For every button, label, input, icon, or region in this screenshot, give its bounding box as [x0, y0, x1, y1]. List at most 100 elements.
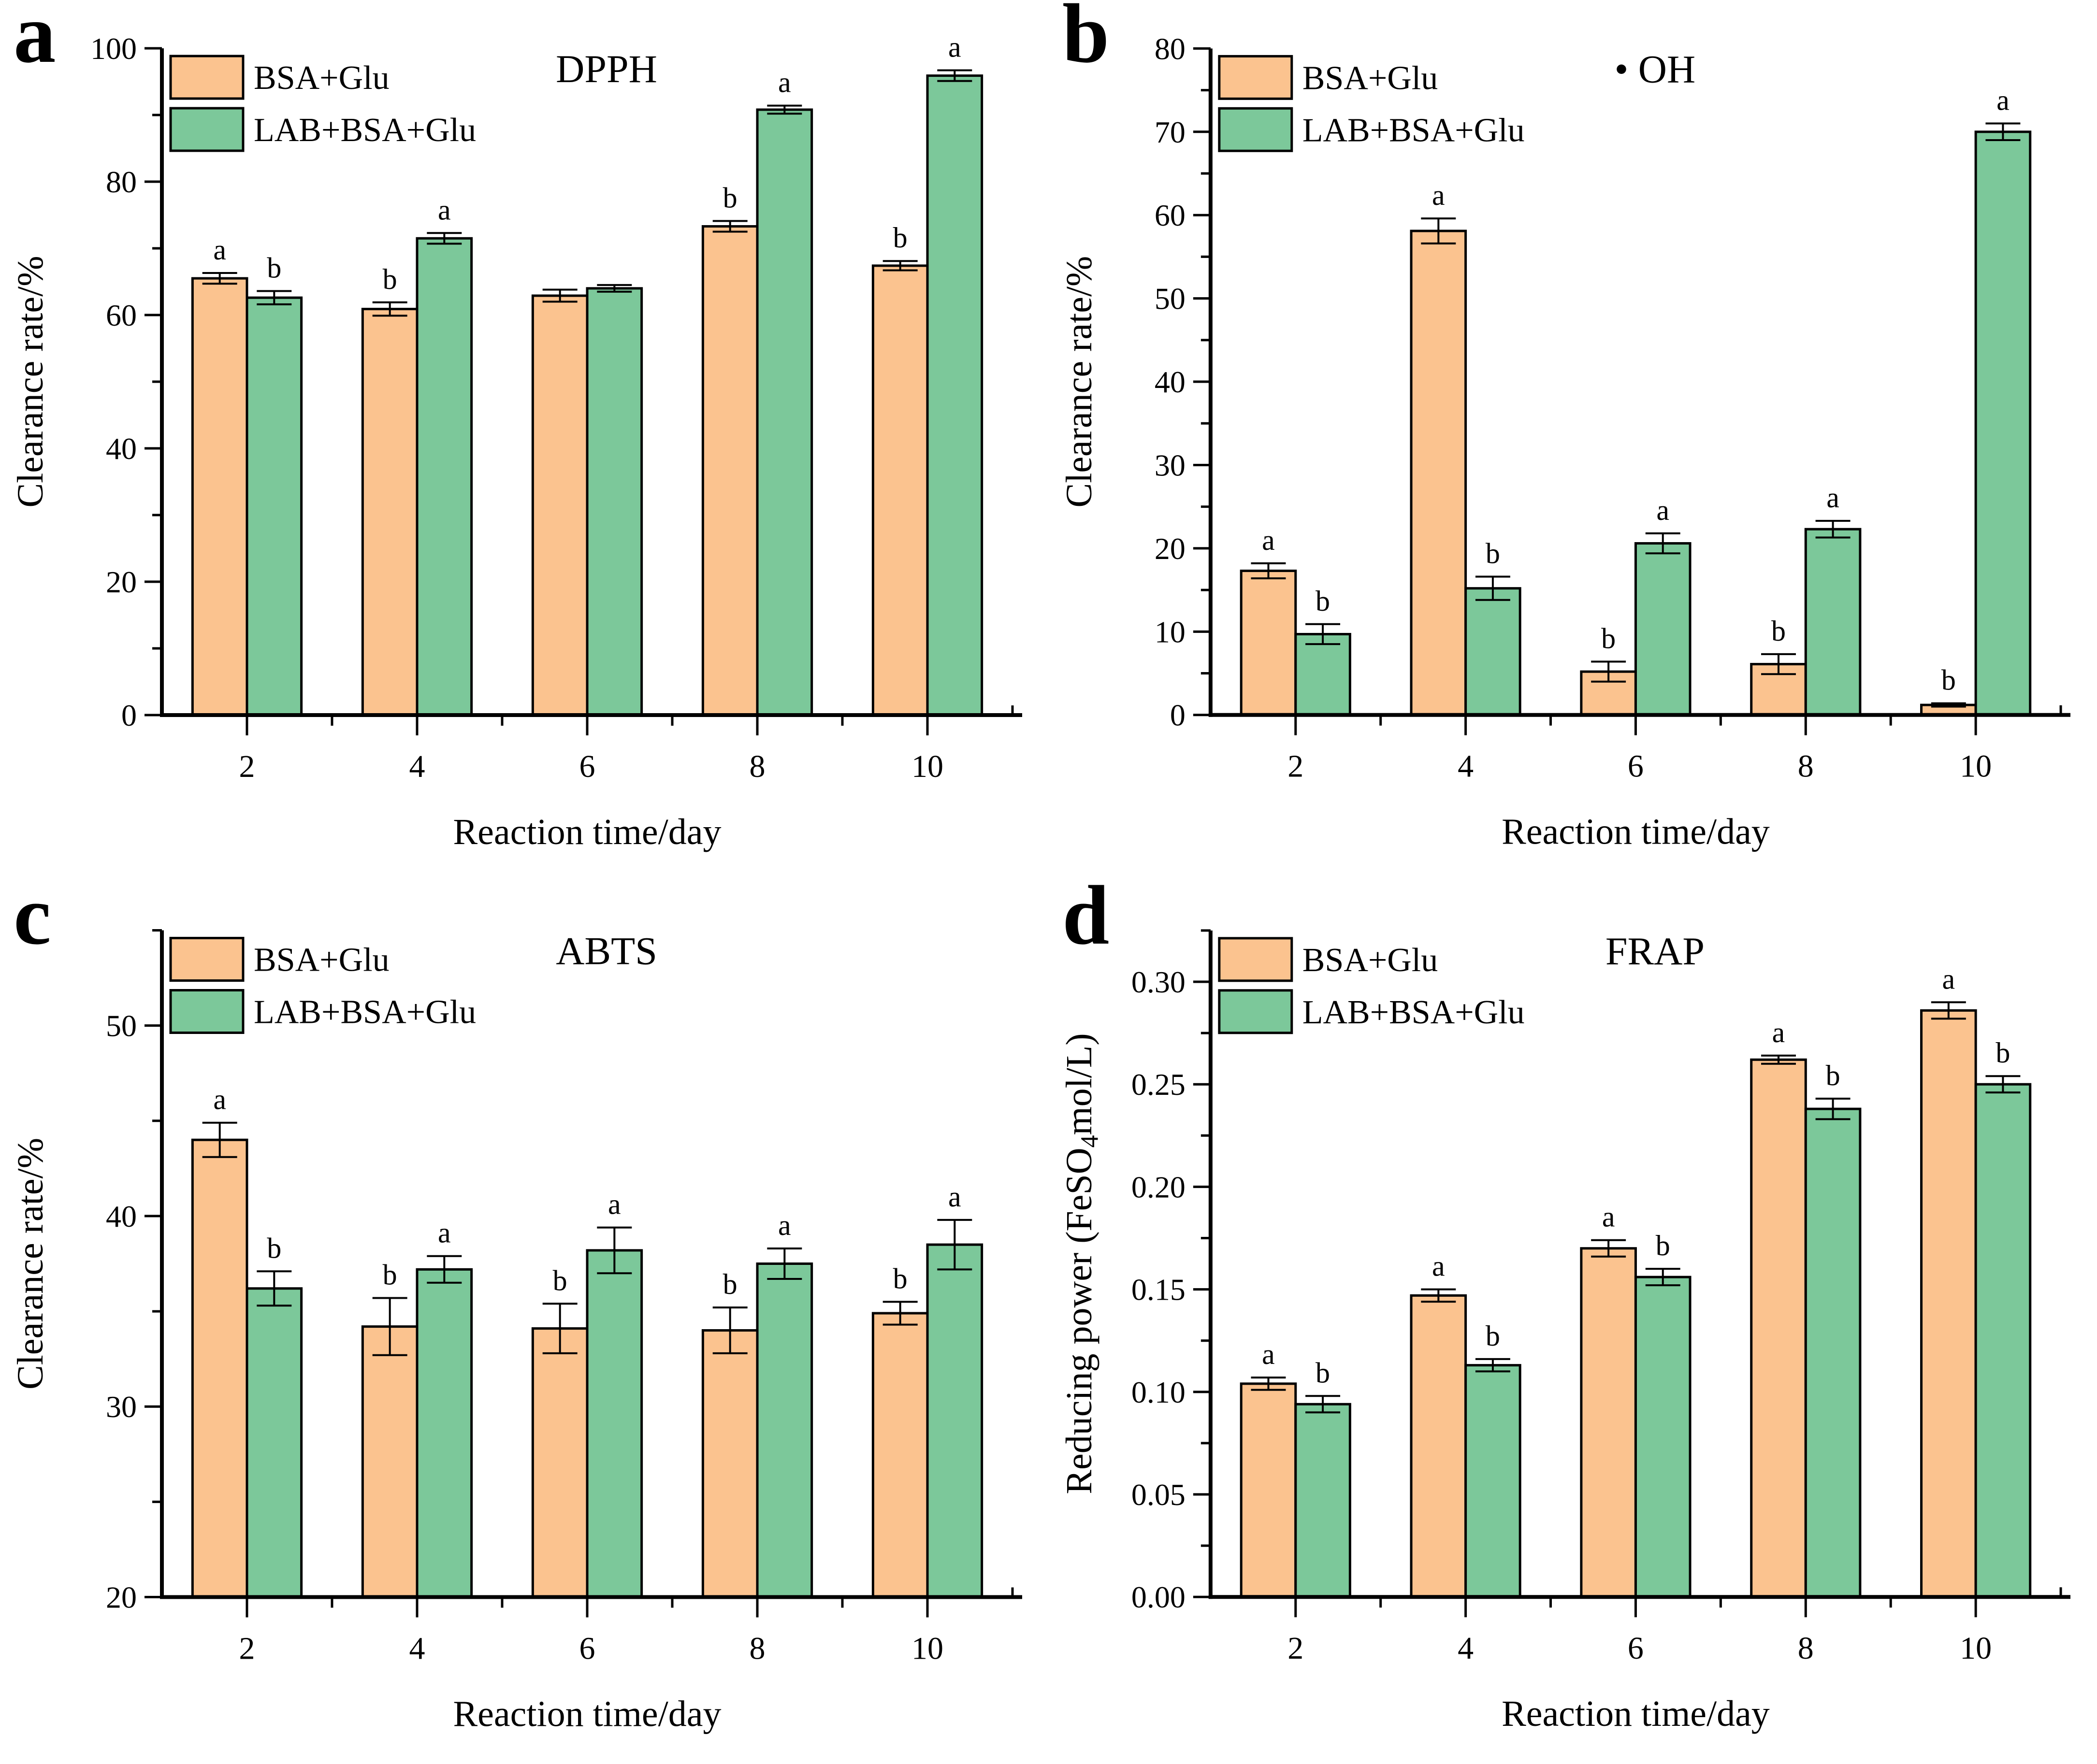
y-tick-label: 40 [106, 431, 137, 466]
bar-lab-bsa-glu [926, 74, 983, 717]
panel-letter-d: d [1062, 868, 1110, 962]
y-tick-label: 40 [1155, 365, 1186, 399]
y-tick-label: 20 [106, 565, 137, 599]
chart-title: • OH [1615, 47, 1696, 91]
legend-swatch-lab-bsa-glu [1218, 107, 1293, 152]
legend-label: LAB+BSA+Glu [1302, 112, 1525, 149]
y-tick-label: 80 [1155, 31, 1186, 66]
bar-bsa-glu [1920, 1009, 1977, 1598]
x-tick-label: 2 [239, 749, 255, 784]
y-tick-label: 50 [1155, 282, 1186, 316]
significance-letter: a [608, 1189, 621, 1220]
bar-lab-bsa-glu [1634, 1276, 1692, 1598]
y-tick-label: 0.20 [1131, 1170, 1186, 1204]
bar-lab-bsa-glu [1294, 632, 1351, 717]
bar-bsa-glu [1410, 1294, 1467, 1598]
bar-lab-bsa-glu [1974, 130, 2032, 717]
x-tick-label: 2 [1287, 1631, 1303, 1666]
legend-swatch-bsa-glu [1218, 55, 1293, 100]
x-tick-label: 10 [911, 1631, 943, 1666]
significance-letter: b [1771, 615, 1786, 647]
significance-letter: b [553, 1264, 567, 1296]
panel-letter-b: b [1062, 0, 1110, 80]
significance-letter: b [1941, 664, 1956, 696]
significance-letter: a [1432, 1250, 1445, 1282]
significance-letter: a [438, 1217, 451, 1249]
y-tick-label: 40 [106, 1199, 137, 1233]
bar-bsa-glu [361, 1325, 419, 1598]
bar-lab-bsa-glu [416, 1268, 473, 1598]
significance-letter: a [778, 67, 791, 99]
y-tick-label: 80 [106, 165, 137, 199]
legend-swatch-lab-bsa-glu [1218, 989, 1293, 1034]
bar-lab-bsa-glu [246, 296, 303, 717]
significance-letter: a [1432, 179, 1445, 211]
significance-letter: b [1486, 538, 1500, 570]
significance-letter: b [383, 263, 397, 295]
legend-swatch-bsa-glu [1218, 937, 1293, 982]
x-tick-label: 10 [1960, 1631, 1992, 1666]
bar-bsa-glu [701, 225, 759, 717]
chart-abts: 20 30 40 50 2 4 6 8 10 a b b b b b a a a a BSA+Glu LAB+BSA+G… [10, 929, 1022, 1735]
legend-label: BSA+Glu [1302, 942, 1438, 979]
significance-letter: b [267, 252, 281, 284]
significance-letter: a [1942, 963, 1955, 995]
significance-letter: a [1772, 1017, 1785, 1048]
significance-letter: b [1656, 1230, 1670, 1262]
bar-bsa-glu [701, 1329, 759, 1598]
x-tick-label: 2 [1287, 749, 1303, 784]
x-axis-label: Reaction time/day [1502, 1693, 1770, 1734]
bar-bsa-glu [531, 1327, 589, 1598]
bar-bsa-glu [191, 1138, 248, 1598]
significance-letter: b [893, 222, 908, 254]
significance-letter: b [723, 1268, 738, 1300]
y-tick-label: 0.00 [1131, 1580, 1186, 1614]
significance-letter: a [948, 31, 961, 63]
x-tick-label: 10 [911, 749, 943, 784]
x-tick-label: 8 [750, 1631, 766, 1666]
bar-lab-bsa-glu [756, 1262, 813, 1598]
significance-letter: b [1826, 1060, 1840, 1091]
chart-oh: 0 10 20 30 40 50 60 70 80 2 4 6 8 10 a a b b b b b a a a BSA+Glu… [1059, 31, 2071, 852]
chart-title: FRAP [1605, 929, 1705, 973]
significance-letter: a [1262, 524, 1275, 556]
y-tick-label: 20 [1155, 531, 1186, 566]
panel-b: b 0 10 20 30 40 50 60 70 80 2 4 6 8 10 a a b b b b b a a a BSA+G… [1049, 0, 2097, 882]
bar-bsa-glu [871, 1312, 929, 1598]
y-tick-label: 0 [121, 698, 137, 732]
x-tick-label: 6 [1628, 1631, 1644, 1666]
x-tick-label: 8 [1798, 749, 1814, 784]
panel-letter-a: a [14, 0, 56, 80]
y-axis-label: Clearance rate/% [10, 1138, 51, 1390]
panel-a: a 0 20 40 60 80 100 2 4 6 8 10 a b b b b a a a BSA+Glu LAB+B… [0, 0, 1049, 882]
x-tick-label: 2 [239, 1631, 255, 1666]
y-tick-label: 60 [106, 298, 137, 332]
bar-lab-bsa-glu [1804, 528, 1862, 717]
significance-letter: b [1601, 622, 1616, 654]
y-tick-label: 0.05 [1131, 1477, 1186, 1512]
bar-bsa-glu [1410, 229, 1467, 717]
x-tick-label: 4 [409, 749, 425, 784]
y-tick-label: 0 [1170, 698, 1186, 732]
bar-lab-bsa-glu [1464, 587, 1521, 717]
bar-bsa-glu [531, 294, 589, 717]
y-tick-label: 70 [1155, 115, 1186, 149]
bar-lab-bsa-glu [1804, 1107, 1862, 1598]
bar-lab-bsa-glu [926, 1243, 983, 1598]
y-tick-label: 10 [1155, 615, 1186, 649]
x-tick-label: 4 [1458, 1631, 1474, 1666]
significance-letter: a [1656, 494, 1669, 526]
x-tick-label: 8 [750, 749, 766, 784]
bar-lab-bsa-glu [1634, 542, 1692, 717]
bar-bsa-glu [1240, 569, 1297, 717]
chart-frap: 0.00 0.05 0.10 0.15 0.20 0.25 0.30 2 4 6 8 10 a a a a a b… [1059, 929, 2071, 1734]
significance-letter: b [723, 182, 738, 214]
significance-letter: b [1316, 1357, 1330, 1389]
significance-letter: a [1826, 482, 1839, 514]
chart-title: DPPH [556, 47, 657, 91]
significance-letter: a [948, 1181, 961, 1213]
significance-letter: a [438, 194, 451, 226]
bar-lab-bsa-glu [756, 108, 813, 717]
chart-dpph: 0 20 40 60 80 100 2 4 6 8 10 a b b b b a a a BSA+Glu LAB+BSA… [10, 31, 1022, 852]
